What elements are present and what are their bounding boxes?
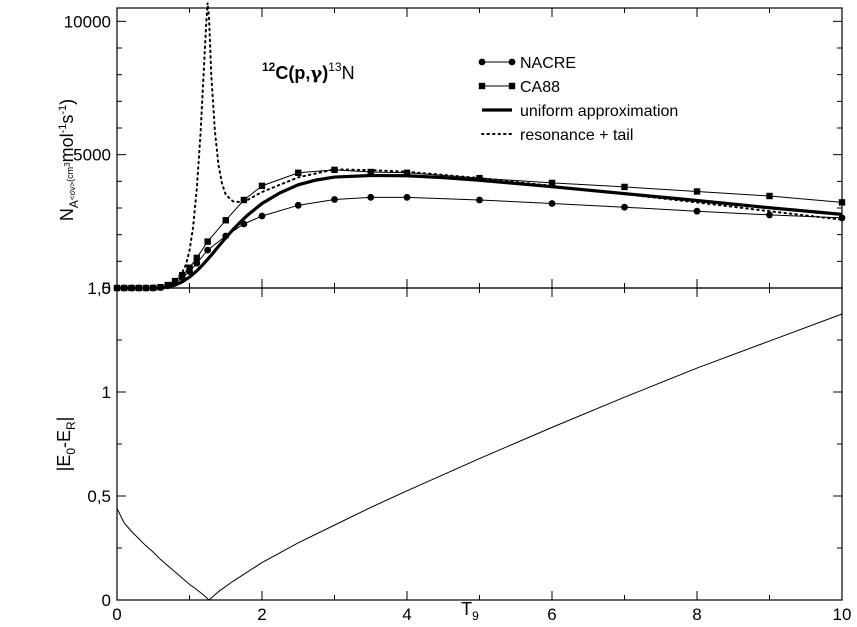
data-point-nacre — [766, 211, 773, 219]
legend: NACRE CA88 uniform approximation resonance … — [478, 55, 678, 144]
data-point-nacre — [193, 259, 201, 267]
data-point-nacre — [204, 246, 212, 254]
series-uniform-approximation — [117, 173, 843, 290]
legend-label-ca88: CA88 — [520, 79, 560, 96]
bottom-y-tick-label: 0 — [102, 591, 111, 610]
data-point-ca88 — [240, 196, 248, 204]
data-point-ca88 — [258, 182, 266, 190]
series-line-resonance-tail — [116, 2, 843, 289]
data-point-ca88 — [186, 264, 193, 271]
bottom-y-tick-label: 0,5 — [87, 487, 111, 506]
title-reaction: C(p, — [275, 63, 310, 83]
data-point-ca88 — [621, 183, 628, 191]
bottom-plot-frame — [116, 287, 843, 601]
legend-marker-nacre — [478, 58, 486, 66]
top-series-group — [113, 2, 846, 292]
data-point-nacre — [294, 201, 302, 209]
data-point-nacre — [367, 193, 375, 201]
legend-item-nacre: NACRE — [478, 55, 576, 72]
legend-marker-ca88 — [508, 82, 516, 90]
bottom-y-tick-label: 1 — [102, 383, 111, 402]
legend-marker-nacre — [508, 58, 516, 66]
data-point-ca88 — [367, 168, 374, 176]
x-tick-label: 8 — [692, 605, 701, 624]
top-axis-ticks: 5000 10000 0 — [64, 8, 843, 298]
top-y-tick-label: 5000 — [73, 146, 111, 165]
x-tick-label: 0 — [112, 605, 121, 624]
x-tick-label: 10 — [833, 605, 852, 624]
series-line-nacre — [117, 196, 843, 289]
title-mass2: 13 — [328, 60, 342, 74]
data-point-ca88 — [331, 166, 338, 174]
series-resonance-tail — [116, 2, 843, 289]
legend-label-uniform-approximation: uniform approximation — [520, 103, 678, 120]
legend-item-uniform-approximation: uniform approximation — [482, 103, 678, 120]
series-line-energy-difference — [116, 313, 843, 601]
x-tick-label: 4 — [402, 605, 411, 624]
data-point-ca88 — [295, 169, 302, 176]
series-line-ca88 — [117, 169, 843, 289]
data-point-ca88 — [179, 272, 186, 279]
x-tick-label: 2 — [257, 605, 266, 624]
data-point-nacre — [476, 196, 483, 204]
legend-item-ca88: CA88 — [478, 79, 560, 96]
legend-label-nacre: NACRE — [520, 55, 576, 72]
series-line-uniform-approximation — [117, 173, 843, 290]
legend-item-resonance-tail: resonance + tail — [481, 127, 633, 144]
title-close: ) — [322, 63, 328, 83]
top-plot-frame — [116, 7, 843, 289]
data-point-ca88 — [693, 188, 701, 195]
bottom-axis-ticks: 00,511,50 2 4 6 8 10 — [87, 279, 851, 624]
data-point-ca88 — [193, 254, 200, 262]
data-point-ca88 — [171, 277, 179, 285]
bottom-y-axis-label: |E0-ER| — [54, 417, 78, 472]
legend-label-resonance-tail: resonance + tail — [520, 127, 633, 144]
data-point-ca88 — [766, 192, 773, 200]
top-y-tick-label: 10000 — [64, 12, 111, 31]
bottom-y-tick-label: 1,5 — [87, 279, 111, 298]
data-point-nacre — [331, 196, 338, 203]
top-y-tick-label-zero: 0 — [102, 279, 111, 298]
title-gamma: γ — [310, 63, 322, 84]
data-point-nacre — [548, 200, 556, 207]
title-product: N — [342, 63, 355, 83]
bottom-series-group — [116, 313, 843, 601]
data-point-ca88 — [204, 238, 211, 245]
x-tick-label: 6 — [547, 605, 556, 624]
data-point-nacre — [621, 203, 628, 211]
data-point-ca88 — [222, 217, 229, 224]
data-point-ca88 — [548, 179, 556, 187]
data-point-ca88 — [403, 169, 411, 176]
data-point-nacre — [693, 207, 701, 215]
data-point-ca88 — [838, 199, 846, 206]
series-ca88 — [113, 166, 846, 292]
chart-title: 12C(p,γ)13N — [262, 60, 355, 84]
data-point-nacre — [403, 193, 411, 201]
top-y-axis-label: NA<σv>(cm3mol-1s-1) — [57, 99, 81, 221]
legend-marker-ca88 — [478, 82, 486, 90]
x-axis-label: T9 — [461, 599, 479, 623]
title-mass1: 12 — [262, 60, 276, 74]
data-point-nacre — [258, 212, 266, 220]
